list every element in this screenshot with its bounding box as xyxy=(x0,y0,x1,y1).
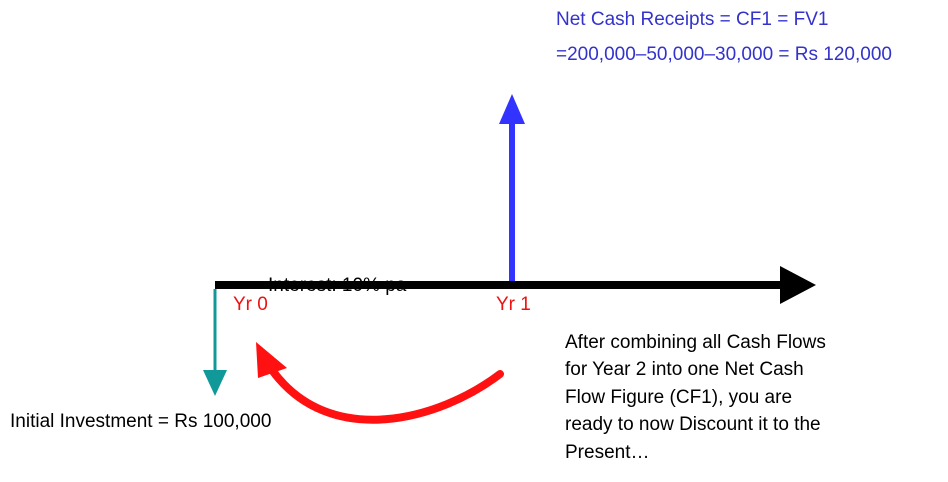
note-line: for Year 2 into one Net Cash xyxy=(565,359,804,380)
note-line: Present… xyxy=(565,442,649,463)
discount-arrow xyxy=(268,366,504,424)
outflow-head xyxy=(203,370,227,396)
investment-label: Initial Investment = Rs 100,000 xyxy=(10,411,271,432)
note-line: After combining all Cash Flows xyxy=(565,332,826,353)
discount-head xyxy=(256,342,287,378)
note-line: Flow Figure (CF1), you are xyxy=(565,387,792,408)
receipts-line: Net Cash Receipts = CF1 = FV1 xyxy=(556,9,828,30)
receipts-line: =200,000–50,000–30,000 = Rs 120,000 xyxy=(556,44,892,65)
inflow-head xyxy=(499,94,525,124)
year-label: Yr 1 xyxy=(496,294,531,315)
note-line: ready to now Discount it to the xyxy=(565,414,821,435)
year-label: Yr 0 xyxy=(233,294,268,315)
timeline-head xyxy=(780,266,816,304)
